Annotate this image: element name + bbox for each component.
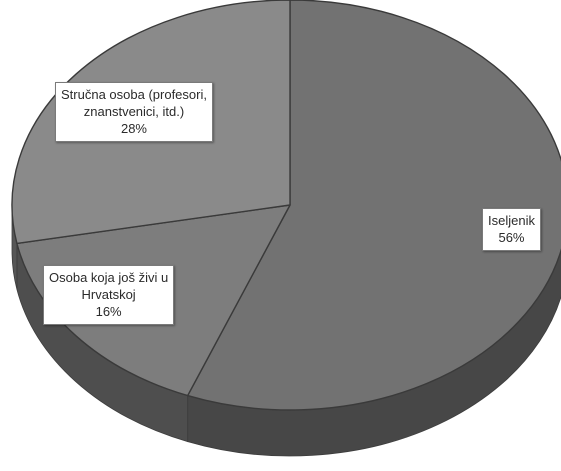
slice-label-strucna-line-1: Stručna osoba (profesori, — [61, 87, 207, 102]
slice-value-iseljenik: 56% — [498, 230, 525, 245]
slice-label-osoba-line-2: Hrvatskoj — [81, 287, 136, 302]
slice-label-strucna-line-2: znanstvenici, itd.) — [83, 104, 185, 119]
slice-value-strucna: 28% — [120, 121, 147, 136]
pie-slice-iseljenik — [186, 0, 561, 411]
data-label-strucna-osoba: Stručna osoba (profesori, znanstvenici, … — [55, 82, 213, 142]
slice-label-osoba-line-1: Osoba koja još živi u — [49, 270, 169, 285]
data-label-osoba-u-hrvatskoj: Osoba koja još živi u Hrvatskoj 16% — [43, 265, 175, 325]
slice-value-osoba: 16% — [95, 304, 122, 319]
slice-label-iseljenik-line-1: Iseljenik — [488, 213, 535, 228]
data-label-iseljenik: Iseljenik 56% — [482, 208, 541, 251]
